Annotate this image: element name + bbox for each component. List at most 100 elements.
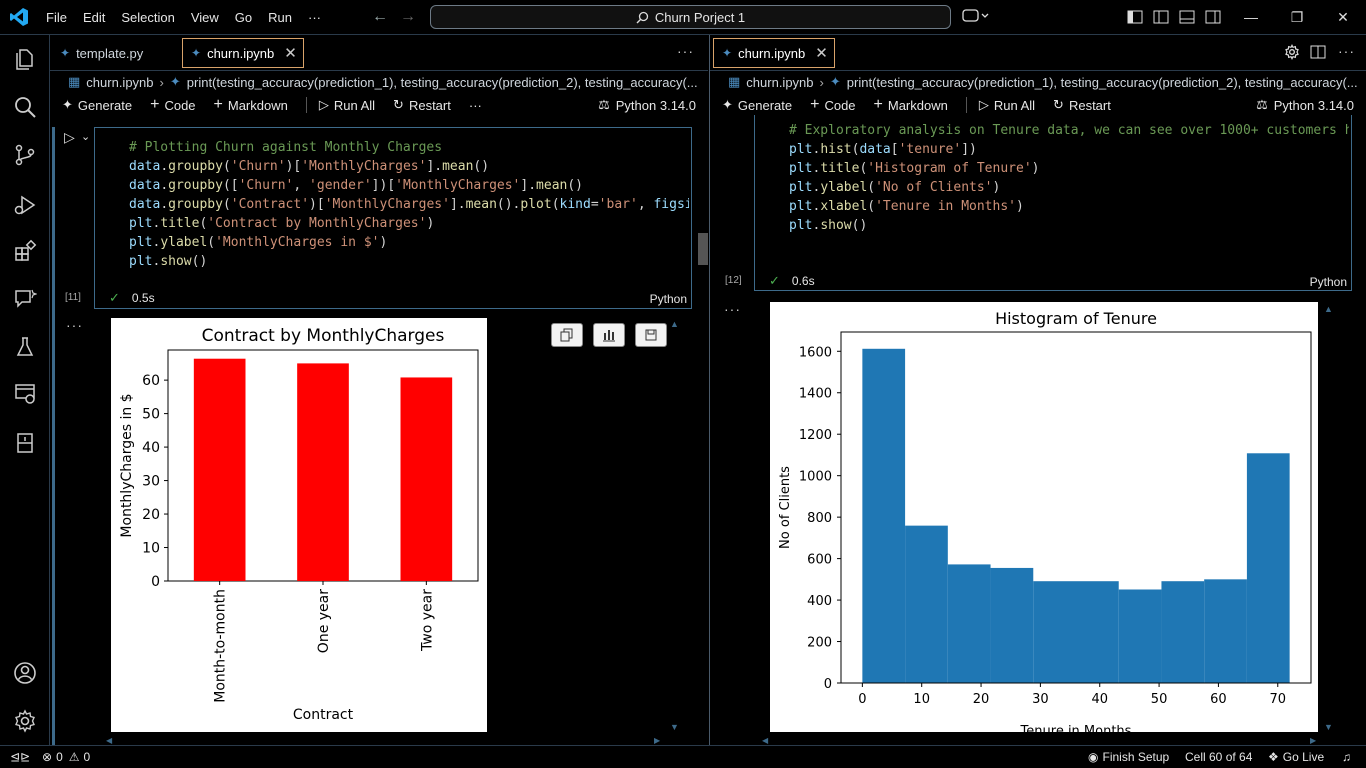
scroll-left-arrow-icon[interactable]: ◀ bbox=[762, 736, 769, 745]
code-cell-11[interactable]: # Plotting Churn against Monthly Charges… bbox=[65, 127, 692, 309]
output-actions-icon[interactable]: ··· bbox=[66, 317, 83, 333]
breadcrumb-cell[interactable]: print(testing_accuracy(prediction_1), te… bbox=[846, 74, 1358, 90]
vscode-logo-icon[interactable] bbox=[0, 7, 38, 27]
code-cell-12[interactable]: # Exploratory analysis on Tenure data, w… bbox=[725, 115, 1352, 291]
save-output-icon[interactable] bbox=[635, 323, 667, 347]
more-actions-icon[interactable]: ··· bbox=[677, 43, 694, 59]
settings-gear-icon[interactable] bbox=[13, 709, 37, 733]
menu-run[interactable]: Run bbox=[268, 9, 292, 25]
status-bar: ⊴⊵ ⊗ 0 ⚠ 0 ◉ Finish Setup Cell 60 of 64 … bbox=[0, 745, 1366, 768]
menu-selection[interactable]: Selection bbox=[121, 9, 175, 25]
go-live-button[interactable]: ❖ Go Live bbox=[1268, 750, 1325, 764]
jupyter-notebook-icon[interactable] bbox=[13, 431, 37, 455]
cell-status: ✓ 0.5s bbox=[109, 290, 155, 306]
y-tick-label: 600 bbox=[807, 553, 832, 568]
output-actions-icon[interactable]: ··· bbox=[724, 301, 741, 317]
run-all-button[interactable]: ▷ Run All bbox=[978, 97, 1036, 113]
menu-file[interactable]: File bbox=[46, 9, 67, 25]
cell-status: ✓ 0.6s bbox=[769, 273, 815, 289]
add-code-cell-button[interactable]: + Code bbox=[810, 96, 856, 113]
problems-indicator[interactable]: ⊗ 0 ⚠ 0 bbox=[42, 750, 91, 764]
chat-icon[interactable] bbox=[13, 287, 38, 311]
close-window-icon[interactable]: ✕ bbox=[1337, 9, 1349, 25]
notifications-bell-icon[interactable]: ♫ bbox=[1342, 750, 1351, 764]
scroll-up-arrow-icon[interactable]: ▲ bbox=[670, 319, 679, 329]
scroll-down-arrow-icon[interactable]: ▼ bbox=[670, 722, 679, 732]
editor-scrollbar-thumb[interactable] bbox=[698, 233, 708, 265]
scroll-down-arrow-icon[interactable]: ▼ bbox=[1324, 722, 1333, 732]
account-icon[interactable] bbox=[13, 661, 37, 685]
scroll-up-arrow-icon[interactable]: ▲ bbox=[1324, 304, 1333, 314]
breadcrumb-cell[interactable]: print(testing_accuracy(prediction_1), te… bbox=[186, 74, 698, 90]
cell-language[interactable]: Python bbox=[649, 292, 687, 306]
kernel-picker[interactable]: ⚖ Python 3.14.0 bbox=[598, 97, 696, 113]
menu-view[interactable]: View bbox=[190, 9, 219, 25]
generate-button[interactable]: ✦ Generate bbox=[62, 97, 133, 113]
restart-button[interactable]: ↻ Restart bbox=[393, 97, 451, 113]
x-tick-label: 70 bbox=[1269, 692, 1286, 707]
layout-sidebar-toggle-icon[interactable] bbox=[1153, 9, 1169, 28]
scroll-right-arrow-icon[interactable]: ▶ bbox=[654, 736, 661, 745]
x-tick-label: 10 bbox=[913, 692, 930, 707]
explorer-icon[interactable] bbox=[13, 47, 37, 71]
kernel-picker[interactable]: ⚖ Python 3.14.0 bbox=[1256, 97, 1354, 113]
layout-secondary-sidebar-icon[interactable] bbox=[1205, 9, 1221, 28]
layout-panel-icon[interactable] bbox=[1179, 9, 1195, 28]
search-sidebar-icon[interactable] bbox=[13, 95, 37, 119]
run-debug-icon[interactable] bbox=[13, 193, 37, 217]
extensions-icon[interactable] bbox=[13, 239, 37, 263]
add-markdown-cell-button[interactable]: + Markdown bbox=[213, 96, 288, 113]
cell-position-indicator[interactable]: Cell 60 of 64 bbox=[1185, 750, 1253, 764]
y-axis-label: MonthlyCharges in $ bbox=[119, 393, 135, 537]
scroll-left-arrow-icon[interactable]: ◀ bbox=[106, 736, 113, 745]
tab-label: churn.ipynb bbox=[207, 45, 275, 61]
tab-churn-ipynb[interactable]: ✦ churn.ipynb ✕ bbox=[713, 38, 835, 68]
add-code-cell-button[interactable]: + Code bbox=[150, 96, 196, 113]
scroll-right-arrow-icon[interactable]: ▶ bbox=[1310, 736, 1317, 745]
open-plot-viewer-icon[interactable] bbox=[593, 323, 625, 347]
editor-group-right: ✦ churn.ipynb ✕ ··· ▦ churn.ipynb › ✦ pr… bbox=[709, 35, 1366, 745]
back-arrow-icon[interactable]: ← bbox=[372, 8, 388, 25]
close-tab-icon[interactable]: ✕ bbox=[815, 45, 828, 62]
more-actions-icon[interactable]: ··· bbox=[1338, 43, 1355, 59]
close-tab-icon[interactable]: ✕ bbox=[284, 45, 297, 62]
copilot-chat-icon[interactable] bbox=[962, 8, 990, 27]
split-editor-icon[interactable] bbox=[1310, 44, 1326, 63]
source-control-icon[interactable] bbox=[13, 143, 37, 167]
x-axis-label: Tenure in Months bbox=[1020, 724, 1132, 732]
copy-output-icon[interactable] bbox=[551, 323, 583, 347]
menu-go[interactable]: Go bbox=[234, 9, 253, 25]
add-markdown-cell-button[interactable]: + Markdown bbox=[873, 96, 948, 113]
code-editor[interactable]: # Plotting Churn against Monthly Charges… bbox=[129, 140, 689, 269]
command-center-search[interactable]: Churn Porject 1 bbox=[430, 5, 951, 29]
execution-time: 0.5s bbox=[131, 291, 155, 305]
code-editor[interactable]: # Exploratory analysis on Tenure data, w… bbox=[789, 123, 1349, 233]
search-text: Churn Porject 1 bbox=[654, 9, 746, 25]
tab-template-py[interactable]: ✦ template.py bbox=[52, 38, 180, 68]
run-cell-icon[interactable]: ▷ bbox=[64, 129, 75, 145]
restore-icon[interactable]: ❐ bbox=[1290, 9, 1304, 25]
run-all-icon: ▷ bbox=[978, 97, 989, 112]
breadcrumb-file[interactable]: churn.ipynb bbox=[746, 74, 814, 90]
generate-button[interactable]: ✦ Generate bbox=[722, 97, 793, 113]
restart-button[interactable]: ↻ Restart bbox=[1053, 97, 1111, 113]
y-tick-label: 400 bbox=[807, 594, 832, 609]
remote-explorer-icon[interactable] bbox=[13, 381, 37, 405]
layout-sidebar-left-icon[interactable] bbox=[1127, 9, 1143, 28]
forward-arrow-icon[interactable]: → bbox=[400, 8, 416, 25]
menu-edit[interactable]: Edit bbox=[82, 9, 106, 25]
cell-language[interactable]: Python bbox=[1309, 275, 1347, 289]
testing-flask-icon[interactable] bbox=[13, 335, 37, 359]
minimize-icon[interactable]: — bbox=[1244, 9, 1258, 25]
finish-setup-button[interactable]: ◉ Finish Setup bbox=[1088, 750, 1170, 764]
menu-more[interactable]: ··· bbox=[308, 9, 321, 25]
run-all-button[interactable]: ▷ Run All bbox=[318, 97, 376, 113]
chevron-down-icon[interactable]: ⌄ bbox=[81, 131, 91, 143]
toolbar-more-button[interactable]: ··· bbox=[468, 97, 482, 113]
remote-indicator-icon[interactable]: ⊴⊵ bbox=[10, 750, 31, 764]
breadcrumb-file[interactable]: churn.ipynb bbox=[86, 74, 154, 90]
y-tick-label: 20 bbox=[142, 507, 160, 523]
settings-icon[interactable] bbox=[1284, 43, 1300, 63]
tab-churn-ipynb[interactable]: ✦ churn.ipynb ✕ bbox=[182, 38, 304, 68]
histogram-bin-8 bbox=[1204, 579, 1247, 683]
